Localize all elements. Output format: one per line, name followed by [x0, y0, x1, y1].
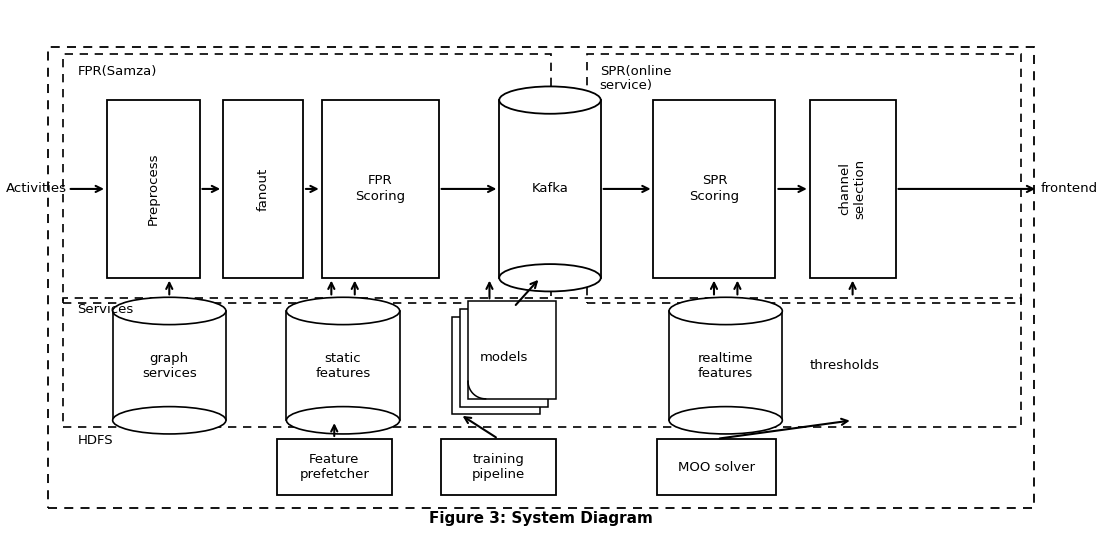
Text: Feature
prefetcher: Feature prefetcher: [299, 453, 369, 481]
Bar: [499, 100, 601, 278]
Bar: [113, 311, 225, 420]
Text: models: models: [480, 351, 528, 364]
Text: SPR
Scoring: SPR Scoring: [690, 174, 739, 204]
Text: SPR(online
service): SPR(online service): [600, 65, 671, 92]
Text: HDFS: HDFS: [77, 434, 113, 447]
Ellipse shape: [113, 407, 225, 434]
Bar: [49, 47, 1034, 508]
Bar: [587, 54, 1021, 303]
Ellipse shape: [499, 86, 601, 114]
Text: thresholds: thresholds: [810, 359, 880, 372]
Text: FPR
Scoring: FPR Scoring: [355, 174, 406, 204]
Bar: [657, 439, 777, 495]
Text: channel
selection: channel selection: [839, 159, 866, 219]
Ellipse shape: [286, 297, 400, 325]
Text: fanout: fanout: [256, 167, 270, 211]
Ellipse shape: [670, 297, 782, 325]
Text: static
features: static features: [315, 352, 370, 379]
Bar: [63, 54, 551, 303]
Bar: [276, 439, 392, 495]
Bar: [441, 439, 556, 495]
Ellipse shape: [286, 407, 400, 434]
Text: Services: Services: [77, 303, 134, 316]
Bar: [223, 100, 303, 278]
Text: MOO solver: MOO solver: [678, 460, 756, 474]
Bar: [670, 311, 782, 420]
Text: Kafka: Kafka: [532, 182, 568, 196]
Ellipse shape: [499, 264, 601, 292]
Text: frontend: frontend: [1041, 182, 1098, 196]
Text: FPR(Samza): FPR(Samza): [77, 65, 157, 78]
Text: Activities: Activities: [7, 182, 67, 196]
Ellipse shape: [113, 297, 225, 325]
Bar: [63, 298, 1021, 427]
Bar: [107, 100, 200, 278]
Text: Preprocess: Preprocess: [147, 153, 160, 225]
Bar: [653, 100, 776, 278]
Text: Figure 3: System Diagram: Figure 3: System Diagram: [429, 511, 653, 526]
Ellipse shape: [670, 407, 782, 434]
Bar: [460, 309, 548, 407]
Bar: [469, 301, 556, 399]
Bar: [286, 311, 400, 420]
Bar: [810, 100, 895, 278]
Bar: [322, 100, 439, 278]
Text: realtime
features: realtime features: [698, 352, 754, 379]
Bar: [452, 317, 540, 414]
Text: graph
services: graph services: [141, 352, 197, 379]
Text: training
pipeline: training pipeline: [472, 453, 525, 481]
